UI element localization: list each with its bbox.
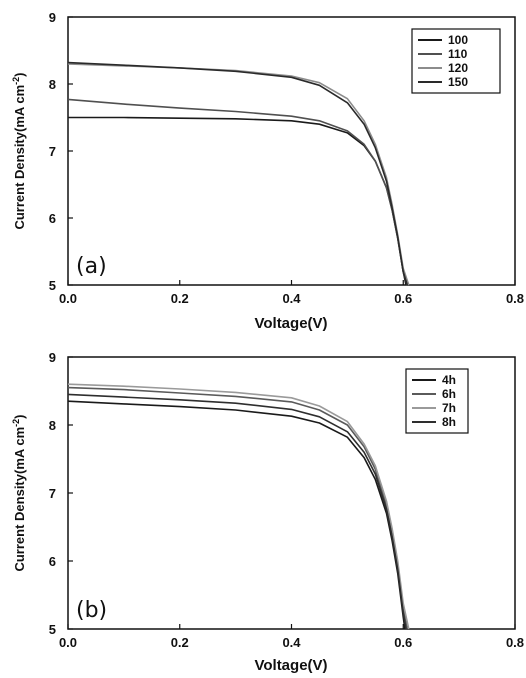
legend-label: 120	[448, 61, 468, 75]
y-axis-label: Current Density(mA cm-2)	[11, 414, 27, 571]
legend-label: 4h	[442, 373, 456, 387]
chart-panel-b: Current Density(mA cm-2) Voltage(V) (b) …	[11, 350, 524, 674]
legend-label: 7h	[442, 401, 456, 415]
legend-box	[405, 368, 469, 434]
x-axis-label: Voltage(V)	[254, 315, 327, 332]
y-tick-label: 6	[49, 554, 56, 569]
series-line-100	[68, 116, 407, 286]
panel-label: (b)	[76, 598, 107, 623]
y-tick-label: 6	[49, 211, 56, 226]
x-tick-label: 0.8	[506, 635, 524, 650]
y-tick-label: 8	[49, 77, 56, 92]
series-line-150	[67, 61, 408, 286]
legend-label: 8h	[442, 415, 456, 429]
y-tick-label: 8	[49, 418, 56, 433]
x-tick-label: 0.6	[394, 291, 412, 306]
legend-label: 100	[448, 33, 468, 47]
legend-label: 110	[448, 47, 468, 61]
chart-panel-a: Current Density(mA cm-2) Voltage(V) (a) …	[11, 10, 524, 332]
x-tick-label: 0.2	[171, 635, 189, 650]
y-tick-label: 7	[49, 144, 56, 159]
series-line-7h	[67, 383, 410, 630]
x-tick-label: 0.4	[282, 291, 301, 306]
x-tick-label: 0.6	[394, 635, 412, 650]
series-line-120	[67, 63, 410, 286]
legend-label: 150	[448, 75, 468, 89]
x-tick-label: 0.8	[506, 291, 524, 306]
x-axis-label: Voltage(V)	[254, 657, 327, 674]
legend-label: 6h	[442, 387, 456, 401]
y-axis-label: Current Density(mA cm-2)	[11, 72, 27, 229]
y-tick-label: 9	[49, 10, 56, 25]
y-tick-label: 5	[49, 622, 56, 637]
series-line-6h	[67, 386, 408, 630]
series-line-110	[67, 98, 408, 286]
panel-label: (a)	[76, 254, 107, 279]
y-tick-label: 7	[49, 486, 56, 501]
x-tick-label: 0.0	[59, 291, 77, 306]
y-tick-label: 5	[49, 278, 56, 293]
x-tick-label: 0.2	[171, 291, 189, 306]
y-tick-label: 9	[49, 350, 56, 365]
x-tick-label: 0.4	[282, 635, 301, 650]
x-tick-label: 0.0	[59, 635, 77, 650]
series-line-8h	[67, 393, 407, 630]
